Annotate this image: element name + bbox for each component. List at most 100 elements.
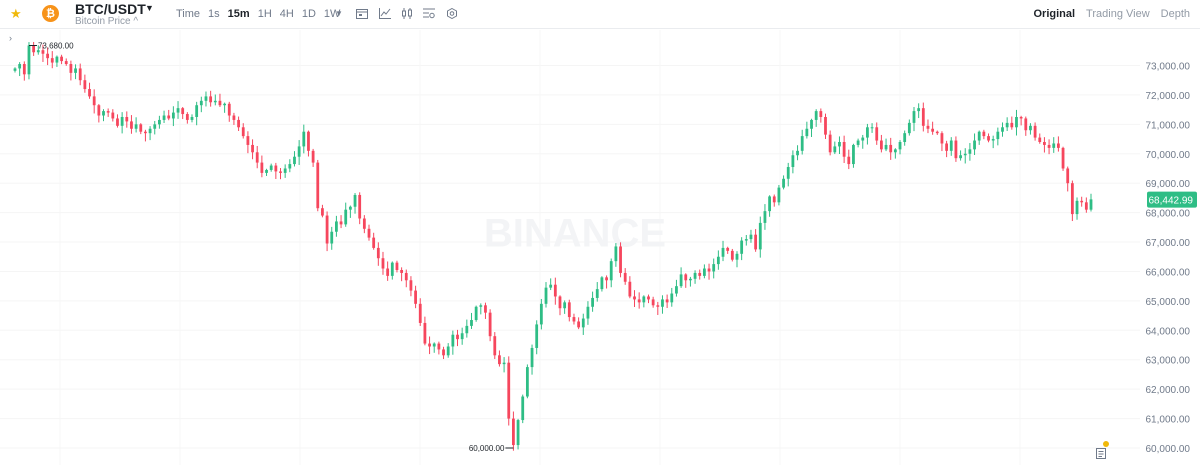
candle-body [335, 221, 338, 232]
settings-list-icon[interactable] [423, 8, 435, 19]
pair-dropdown-caret-icon[interactable]: ▼ [145, 3, 154, 13]
candle-body [381, 258, 385, 269]
candle-body [693, 272, 697, 279]
favorite-star-icon[interactable]: ★ [10, 6, 22, 21]
candle-body [232, 115, 236, 120]
candle-body [758, 222, 762, 250]
candle-body [819, 111, 823, 117]
candle-body [917, 108, 921, 112]
candle-body [553, 284, 557, 297]
interval-1h[interactable]: 1H [257, 8, 272, 20]
y-axis-tick-label: 61,000.00 [1146, 415, 1191, 426]
top-bar: ★ ₿ BTC/USDT ▼ Bitcoin Price ^ Time 1s 1… [0, 0, 1200, 29]
candle-body [470, 320, 473, 326]
candle-body [879, 140, 883, 150]
candle-body [642, 296, 646, 303]
candle-body [474, 306, 478, 321]
more-intervals-caret-icon[interactable]: ▼ [335, 9, 343, 18]
candle-body [921, 108, 925, 126]
candle-body [316, 162, 320, 209]
price-chart[interactable]: BINANCE 60,000.00 61,000.00 62,000.00 63,000… [0, 30, 1200, 465]
candle-body [409, 280, 413, 291]
candle-body [549, 284, 553, 288]
candle-body [55, 56, 59, 63]
candle-body [307, 131, 310, 151]
candle-body [493, 336, 497, 356]
candle-body [353, 194, 357, 207]
interval-1s[interactable]: 1s [208, 8, 220, 20]
bitcoin-coin-icon: ₿ [42, 5, 59, 22]
low-price-label: 60,000.00 [469, 444, 505, 453]
candle-body [158, 119, 161, 125]
y-axis-tick-label: 63,000.00 [1146, 356, 1191, 367]
candle-body [362, 218, 366, 229]
candle-body [982, 131, 986, 137]
candle-body [274, 165, 278, 172]
candle-body [251, 144, 254, 153]
candle-body [460, 333, 464, 340]
candle-body [390, 262, 394, 276]
candle-body [945, 143, 948, 151]
expand-arrow-icon[interactable]: › [9, 33, 12, 43]
candle-body [18, 64, 22, 69]
candle-body [968, 149, 972, 154]
candle-body [395, 262, 399, 270]
interval-4h[interactable]: 4H [279, 8, 294, 20]
candle-body [176, 108, 180, 113]
candle-body [935, 131, 939, 134]
pair-subtitle[interactable]: Bitcoin Price ^ [75, 16, 139, 27]
candle-body [139, 124, 143, 132]
candle-body [344, 209, 348, 225]
pair-selector[interactable]: BTC/USDT [75, 1, 146, 17]
notification-dot-icon [1103, 441, 1109, 447]
candlestick-chart[interactable]: BINANCE 60,000.00 61,000.00 62,000.00 63,000… [0, 30, 1200, 465]
candle-body [991, 139, 995, 141]
candle-body [1084, 202, 1088, 210]
candle-body [190, 116, 194, 120]
interval-15m[interactable]: 15m [227, 8, 250, 20]
candle-type-icon[interactable] [401, 8, 413, 19]
y-axis-tick-label: 73,000.00 [1146, 62, 1191, 73]
tab-original[interactable]: Original [1033, 8, 1076, 20]
candle-body [782, 178, 785, 188]
tab-depth[interactable]: Depth [1160, 8, 1190, 20]
tab-trading-view[interactable]: Trading View [1086, 8, 1150, 20]
candle-body [768, 196, 771, 212]
candle-body [428, 343, 431, 347]
order-book-float-icon[interactable] [1096, 446, 1106, 459]
candle-body [893, 149, 897, 153]
candle-body [1038, 137, 1042, 142]
calendar-icon[interactable] [356, 8, 368, 19]
candle-body [260, 162, 264, 173]
candle-body [1024, 118, 1028, 131]
interval-time[interactable]: Time [176, 8, 201, 20]
candle-body [726, 247, 730, 251]
candle-body [744, 239, 748, 241]
interval-1d[interactable]: 1D [301, 8, 316, 20]
candle-body [940, 133, 944, 144]
candle-body [465, 325, 469, 334]
candle-body [199, 100, 203, 106]
indicator-icon[interactable] [379, 8, 391, 19]
candle-body [824, 116, 827, 135]
candle-body [973, 140, 976, 150]
candle-body [22, 64, 26, 75]
candle-body [525, 367, 529, 397]
view-tabs: Original Trading View Depth [1022, 8, 1190, 20]
candle-body [791, 155, 795, 168]
candle-body [707, 268, 711, 272]
gear-icon[interactable] [446, 8, 458, 19]
candle-body [628, 281, 632, 297]
candle-body [675, 286, 678, 294]
candle-body [907, 122, 911, 134]
candle-body [293, 156, 296, 165]
candle-body [833, 146, 837, 153]
candle-body [689, 278, 692, 281]
candle-body [591, 297, 594, 307]
candle-body [330, 231, 334, 244]
candle-body [106, 111, 110, 113]
candle-body [302, 131, 306, 147]
candle-body [386, 268, 390, 276]
candle-body [269, 165, 273, 170]
interval-1w[interactable]: 1W [323, 8, 341, 20]
